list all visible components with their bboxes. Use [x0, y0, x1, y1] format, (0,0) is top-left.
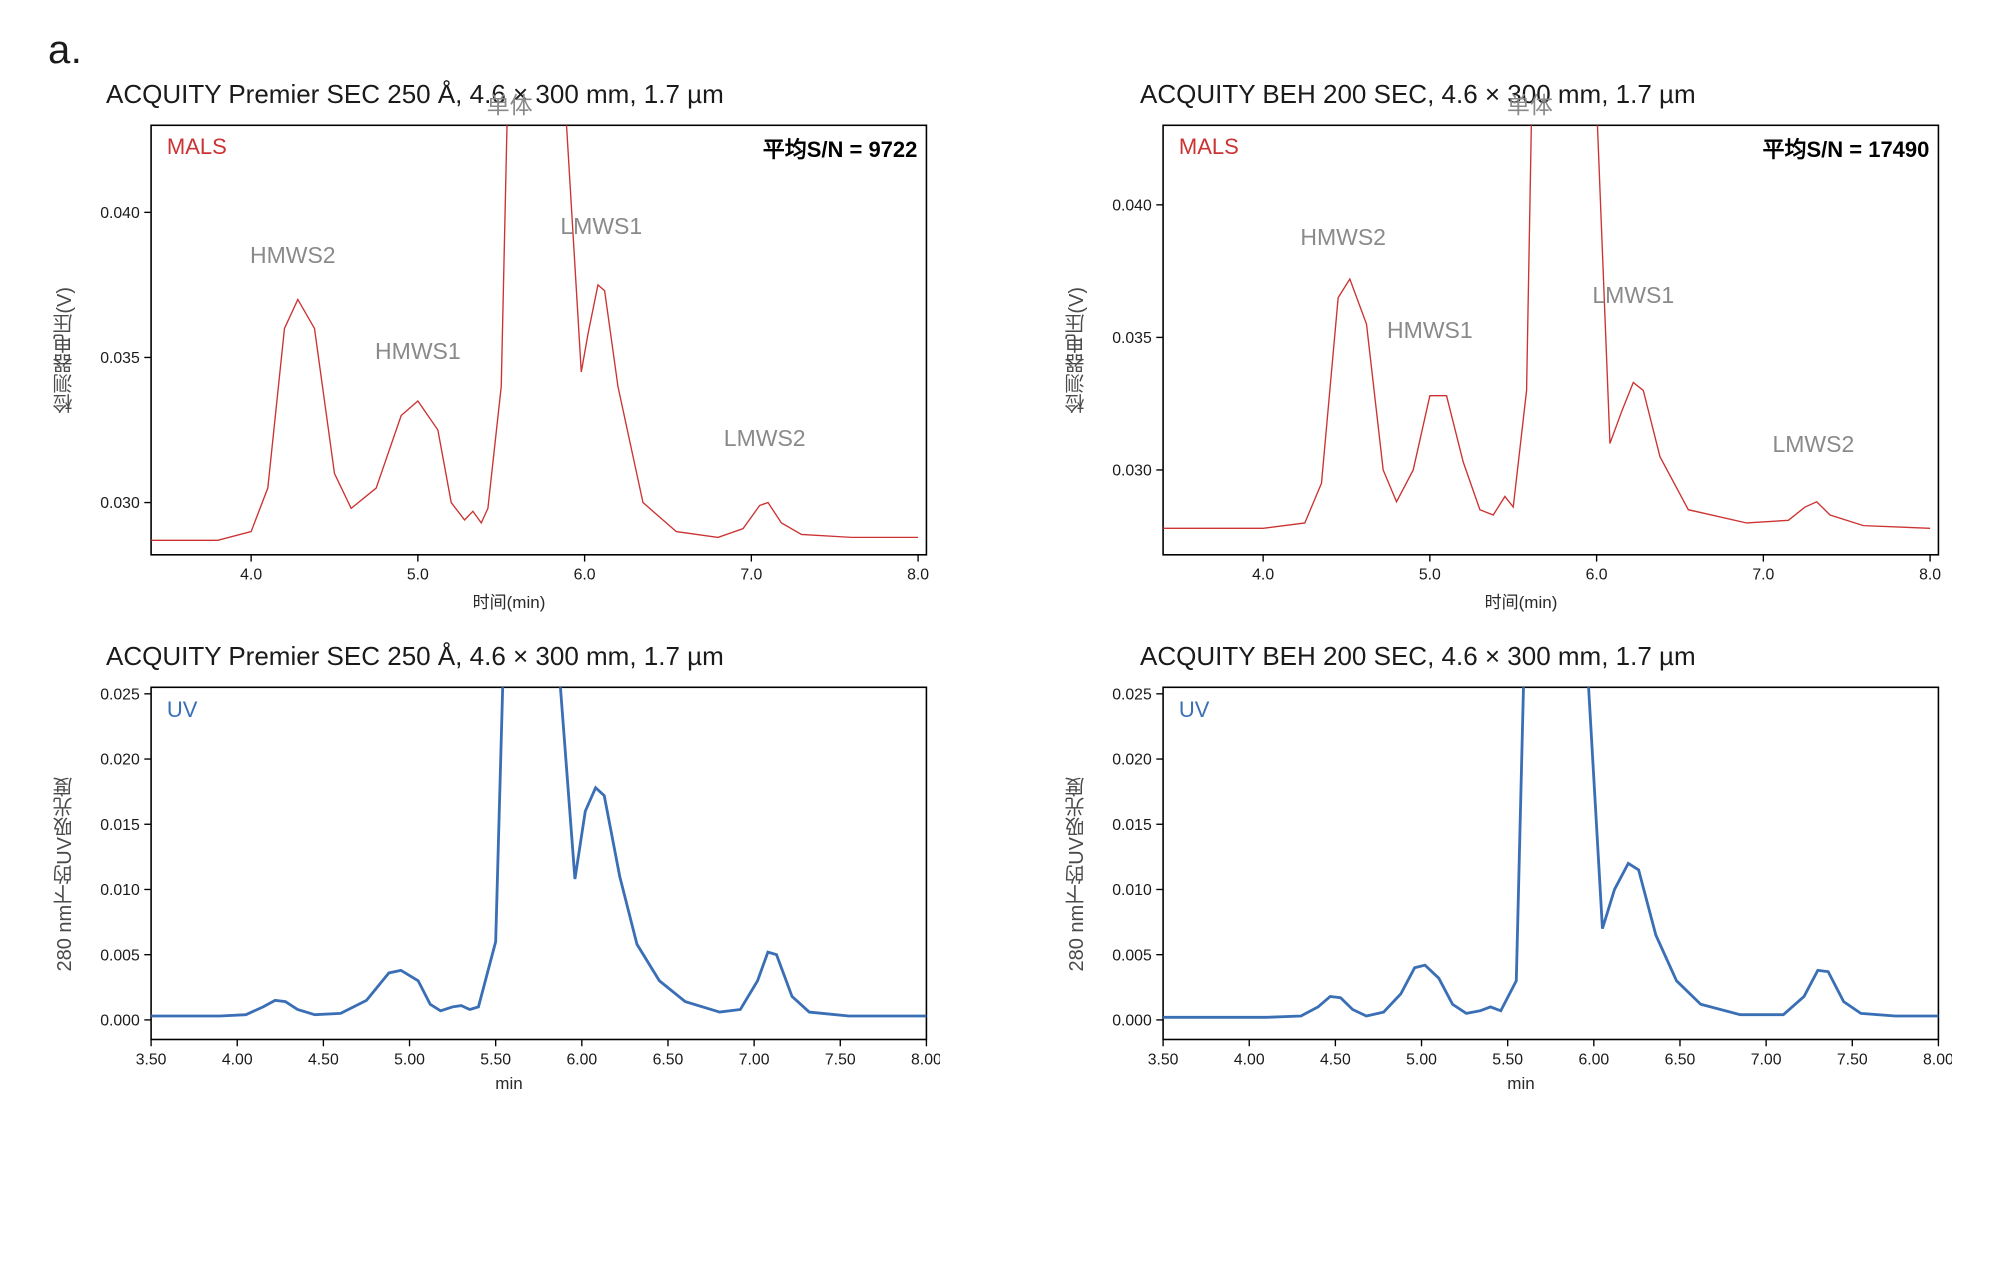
chart-mals-right: 4.0 5.0 6.0 7.0 8.0 0.030 0.035 0.040 MALS 平均S/N …	[1093, 114, 1952, 586]
svg-text:6.00: 6.00	[1578, 1052, 1609, 1069]
x-axis-label: min	[78, 1074, 940, 1094]
svg-text:3.50: 3.50	[1148, 1052, 1179, 1069]
svg-text:0.000: 0.000	[100, 1013, 140, 1030]
svg-text:0.020: 0.020	[100, 752, 140, 769]
panel-label: a.	[48, 28, 1952, 73]
svg-text:7.00: 7.00	[1751, 1052, 1782, 1069]
chart-uv-left: 3.50 4.00 4.50 5.00 5.50 6.00 6.50 7.00 7.50 8.00…	[81, 676, 940, 1071]
svg-text:4.00: 4.00	[222, 1052, 253, 1069]
detector-label: UV	[1179, 697, 1210, 723]
svg-text:6.00: 6.00	[566, 1052, 597, 1069]
x-axis-label: 时间(min)	[78, 588, 940, 613]
svg-text:0.010: 0.010	[1112, 883, 1152, 900]
svg-text:0.010: 0.010	[100, 883, 140, 900]
y-axis-label: 280 nm下的UV吸光度	[1060, 777, 1093, 972]
peak-label: LMWS1	[1592, 282, 1674, 309]
svg-text:0.035: 0.035	[100, 350, 140, 367]
detector-label: UV	[167, 697, 198, 723]
svg-text:3.50: 3.50	[136, 1052, 167, 1069]
svg-text:8.00: 8.00	[1923, 1052, 1952, 1069]
svg-text:0.005: 0.005	[1112, 948, 1152, 965]
x-axis-label: 时间(min)	[1090, 588, 1952, 613]
svg-text:0.030: 0.030	[1112, 463, 1152, 480]
cell-mals-right: ACQUITY BEH 200 SEC, 4.6 × 300 mm, 1.7 µ…	[1060, 77, 1952, 613]
peak-label: LMWS1	[560, 213, 642, 240]
svg-text:7.0: 7.0	[1752, 567, 1774, 584]
svg-text:5.50: 5.50	[480, 1052, 511, 1069]
svg-text:4.50: 4.50	[308, 1052, 339, 1069]
sn-label: 平均S/N = 17490	[1762, 132, 1929, 164]
svg-text:5.00: 5.00	[394, 1052, 425, 1069]
svg-text:5.0: 5.0	[407, 567, 429, 584]
peak-label: HMWS2	[1300, 224, 1386, 251]
x-axis-label: min	[1090, 1074, 1952, 1094]
chart-title: ACQUITY BEH 200 SEC, 4.6 × 300 mm, 1.7 µ…	[1140, 641, 1952, 672]
svg-text:5.00: 5.00	[1406, 1052, 1437, 1069]
svg-text:4.0: 4.0	[1252, 567, 1274, 584]
svg-text:0.035: 0.035	[1112, 330, 1152, 347]
svg-text:0.040: 0.040	[1112, 197, 1152, 214]
svg-text:8.0: 8.0	[1919, 567, 1941, 584]
svg-text:4.0: 4.0	[240, 567, 262, 584]
peak-label: HMWS2	[250, 242, 336, 269]
svg-text:0.020: 0.020	[1112, 752, 1152, 769]
svg-text:7.50: 7.50	[825, 1052, 856, 1069]
svg-text:0.030: 0.030	[100, 495, 140, 512]
svg-text:0.005: 0.005	[100, 948, 140, 965]
peak-label: LMWS2	[724, 425, 806, 452]
sn-label: 平均S/N = 9722	[763, 132, 918, 164]
svg-text:6.0: 6.0	[1586, 567, 1608, 584]
svg-text:8.00: 8.00	[911, 1052, 940, 1069]
svg-text:6.50: 6.50	[653, 1052, 684, 1069]
chart-title: ACQUITY Premier SEC 250 Å, 4.6 × 300 mm,…	[106, 641, 940, 672]
svg-text:0.000: 0.000	[1112, 1013, 1152, 1030]
svg-text:6.0: 6.0	[574, 567, 596, 584]
svg-text:4.00: 4.00	[1234, 1052, 1265, 1069]
svg-text:0.040: 0.040	[100, 205, 140, 222]
cell-uv-right: ACQUITY BEH 200 SEC, 4.6 × 300 mm, 1.7 µ…	[1060, 639, 1952, 1093]
svg-text:0.015: 0.015	[100, 817, 140, 834]
y-axis-label: 检测器电压(V)	[1060, 287, 1093, 414]
peak-label: HMWS1	[1387, 317, 1473, 344]
svg-text:7.00: 7.00	[739, 1052, 770, 1069]
svg-text:0.025: 0.025	[100, 687, 140, 704]
cell-uv-left: ACQUITY Premier SEC 250 Å, 4.6 × 300 mm,…	[48, 639, 940, 1093]
svg-text:6.50: 6.50	[1665, 1052, 1696, 1069]
svg-text:8.0: 8.0	[907, 567, 929, 584]
svg-text:5.0: 5.0	[1419, 567, 1441, 584]
chart-mals-left: 4.0 5.0 6.0 7.0 8.0 0.030 0.035 0.040 MALS 平均S/N …	[81, 114, 940, 586]
peak-label: LMWS2	[1772, 431, 1854, 458]
detector-label: MALS	[1179, 134, 1239, 160]
chart-grid: ACQUITY Premier SEC 250 Å, 4.6 × 300 mm,…	[48, 77, 1952, 1094]
detector-label: MALS	[167, 134, 227, 160]
peak-label: 单体	[1507, 86, 1553, 120]
chart-uv-right: 3.50 4.00 4.50 5.00 5.50 6.00 6.50 7.00 7.50 8.00…	[1093, 676, 1952, 1071]
svg-text:0.025: 0.025	[1112, 687, 1152, 704]
svg-text:0.015: 0.015	[1112, 817, 1152, 834]
peak-label: HMWS1	[375, 338, 461, 365]
svg-text:5.50: 5.50	[1492, 1052, 1523, 1069]
cell-mals-left: ACQUITY Premier SEC 250 Å, 4.6 × 300 mm,…	[48, 77, 940, 613]
svg-text:4.50: 4.50	[1320, 1052, 1351, 1069]
svg-text:7.0: 7.0	[740, 567, 762, 584]
y-axis-label: 检测器电压(V)	[48, 287, 81, 414]
peak-label: 单体	[487, 86, 533, 120]
svg-text:7.50: 7.50	[1837, 1052, 1868, 1069]
y-axis-label: 280 nm下的UV吸光度	[48, 777, 81, 972]
